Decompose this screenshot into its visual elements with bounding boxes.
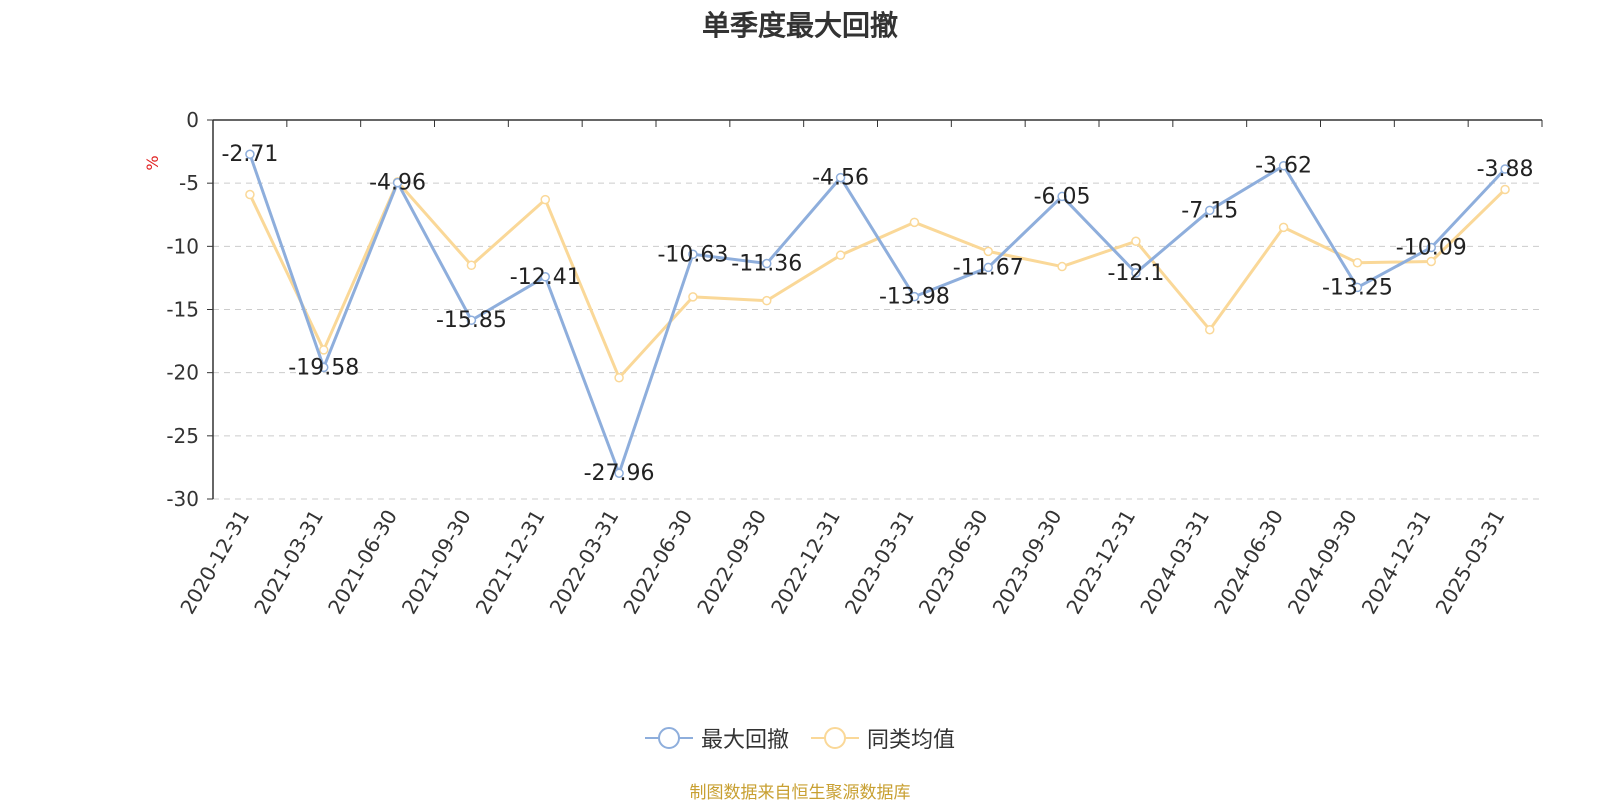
x-tick-label: 2024-06-30	[1209, 506, 1288, 619]
legend-item-series2[interactable]: 同类均值	[811, 722, 955, 754]
data-label: -12.41	[510, 265, 581, 290]
x-tick-label: 2020-12-31	[175, 506, 254, 619]
x-tick-label: 2021-06-30	[323, 506, 402, 619]
legend-marker-series1	[644, 727, 693, 749]
data-label: -7.15	[1181, 198, 1238, 223]
x-tick-label: 2021-09-30	[397, 505, 476, 618]
series-line-1	[248, 153, 1507, 475]
data-point-1	[614, 468, 624, 478]
data-point-2	[909, 217, 920, 228]
data-label: -13.98	[879, 285, 950, 310]
source-note: 制图数据来自恒生聚源数据库	[689, 783, 911, 803]
data-point-2	[540, 194, 550, 205]
series-line-2	[248, 180, 1507, 380]
data-label: -12.1	[1107, 261, 1164, 286]
data-point-2	[1131, 236, 1141, 247]
x-tick-label: 2024-03-31	[1135, 506, 1214, 619]
data-point-1	[466, 315, 477, 325]
data-point-2	[762, 295, 772, 306]
y-axis-label: %	[143, 155, 162, 170]
data-point-1	[688, 249, 698, 260]
data-label: -10.09	[1396, 235, 1467, 260]
data-point-2	[614, 372, 624, 383]
x-tick-label: 2022-03-31	[545, 506, 624, 619]
y-tick-label: -10	[166, 234, 199, 258]
legend-label-series1: 最大回撤	[700, 728, 789, 753]
data-point-1	[392, 177, 403, 188]
data-point-1	[1131, 268, 1141, 278]
legend-marker-series2	[811, 727, 859, 749]
data-point-1	[1426, 242, 1436, 253]
data-label: -4.56	[812, 166, 869, 191]
x-tick-label: 2024-12-31	[1357, 506, 1436, 619]
chart-legend: 最大回撤 同类均值	[0, 722, 1600, 754]
data-point-1	[1205, 205, 1215, 216]
data-point-1	[1500, 164, 1510, 174]
data-point-2	[1352, 258, 1363, 268]
y-tick-label: 0	[186, 108, 199, 132]
data-point-2	[1426, 256, 1436, 267]
data-point-2	[835, 250, 846, 260]
x-tick-label: 2023-06-30	[914, 506, 993, 619]
x-tick-label: 2025-03-31	[1431, 506, 1510, 619]
data-point-1	[245, 149, 255, 159]
legend-item-series1[interactable]: 最大回撤	[644, 722, 789, 754]
data-point-1	[1352, 282, 1363, 293]
y-tick-label: -20	[166, 361, 199, 385]
data-point-1	[1278, 160, 1289, 171]
x-tick-label: 2023-12-31	[1061, 506, 1140, 619]
y-tick-label: -5	[179, 171, 199, 195]
x-tick-label: 2023-03-31	[840, 506, 919, 619]
data-point-2	[1057, 261, 1067, 272]
data-point-2	[688, 292, 698, 302]
chart-title: 单季度最大回撤	[701, 9, 898, 42]
data-point-2	[1500, 184, 1510, 195]
x-tick-label: 2021-03-31	[249, 506, 328, 619]
data-point-2	[466, 260, 477, 271]
y-tick-label: -15	[166, 298, 199, 322]
data-label: -10.63	[657, 242, 728, 267]
data-label: -11.67	[953, 255, 1024, 280]
data-label: -11.36	[731, 252, 802, 277]
x-tick-label: 2022-06-30	[618, 506, 697, 619]
legend-label-series2: 同类均值	[867, 728, 956, 753]
data-point-1	[762, 258, 772, 269]
data-point-2	[245, 189, 255, 200]
data-label: -6.05	[1034, 184, 1091, 209]
data-point-1	[1057, 191, 1067, 202]
data-label: -19.58	[288, 355, 359, 380]
y-tick-label: -25	[166, 424, 199, 448]
data-label: -27.96	[584, 461, 655, 486]
data-label: -3.88	[1477, 157, 1534, 182]
data-point-2	[1278, 222, 1289, 233]
y-tick-label: -30	[166, 487, 199, 511]
data-point-1	[909, 291, 920, 302]
data-point-1	[835, 172, 846, 183]
data-point-2	[1205, 324, 1215, 335]
data-point-2	[983, 246, 993, 257]
data-label: -2.71	[221, 142, 278, 167]
data-point-1	[540, 272, 550, 282]
data-point-2	[319, 345, 329, 355]
data-label: -15.85	[436, 308, 507, 333]
x-tick-label: 2023-09-30	[988, 506, 1067, 619]
x-tick-label: 2022-12-31	[766, 506, 845, 619]
x-tick-label: 2021-12-31	[471, 506, 550, 619]
data-label: -3.62	[1255, 154, 1312, 179]
data-label: -13.25	[1322, 275, 1393, 300]
data-point-1	[319, 362, 329, 373]
x-tick-label: 2022-09-30	[692, 506, 771, 619]
x-tick-label: 2024-09-30	[1283, 506, 1362, 619]
data-label: -4.96	[369, 171, 426, 196]
data-point-1	[983, 262, 993, 273]
